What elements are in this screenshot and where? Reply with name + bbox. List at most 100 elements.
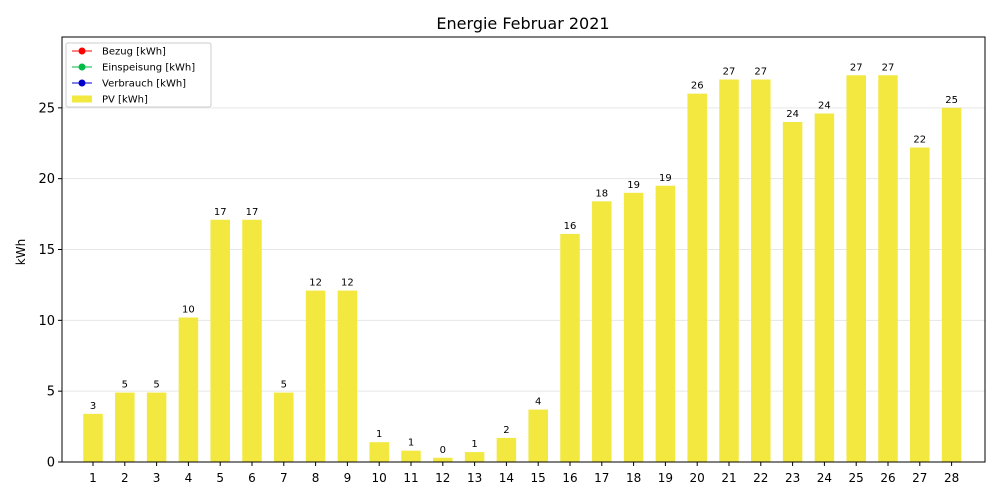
- bar-data-label: 5: [153, 380, 159, 391]
- x-tick-label: 11: [403, 471, 418, 485]
- x-tick-label: 2: [121, 471, 129, 485]
- x-axis-ticks: 1 2 3 4 5 6 7 8 9 10 11 12 13 14 15 16 17 18 19 20 21 22 23 24 2…: [89, 462, 959, 485]
- bar: [464, 452, 485, 462]
- bar: [146, 392, 167, 462]
- bar-data-label: 0: [440, 445, 446, 456]
- bar-data-label: 5: [122, 380, 128, 391]
- bar-data-label: 19: [659, 173, 672, 184]
- bar-data-label: 1: [376, 429, 382, 440]
- bar-data-label: 1: [408, 438, 414, 449]
- x-tick-label: 24: [817, 471, 832, 485]
- bar: [592, 201, 612, 463]
- bar-data-label: 3: [90, 401, 96, 412]
- y-axis-label: kWh: [14, 239, 28, 265]
- x-tick-label: 14: [499, 471, 514, 485]
- x-tick-label: 3: [153, 471, 161, 485]
- x-tick-label: 1: [89, 471, 97, 485]
- bar: [941, 107, 962, 462]
- bar-data-label: 4: [535, 397, 541, 408]
- x-tick-label: 22: [753, 471, 768, 485]
- legend: Bezug [kWh] Einspeisung [kWh] Verbrauch [k…: [65, 42, 212, 108]
- legend-box: [65, 42, 212, 108]
- bar: [242, 219, 262, 462]
- chart-title: Energie Februar 2021: [436, 14, 609, 33]
- bar: [178, 317, 199, 462]
- bar-data-label: 16: [564, 221, 577, 232]
- x-tick-label: 8: [312, 471, 320, 485]
- bar-data-label: 10: [182, 305, 195, 316]
- bar: [814, 113, 835, 462]
- x-tick-label: 9: [344, 471, 352, 485]
- legend-entry-label: Verbrauch [kWh]: [102, 79, 186, 90]
- bar-data-label: 26: [691, 81, 704, 92]
- bar-data-label: 22: [913, 135, 926, 146]
- bar: [687, 93, 707, 463]
- legend-entry-label: PV [kWh]: [102, 95, 148, 106]
- legend-marker: [78, 79, 86, 87]
- bar: [910, 147, 930, 462]
- legend-entry-label: Bezug [kWh]: [102, 47, 166, 58]
- bar-data-label: 17: [214, 207, 227, 218]
- bar: [560, 233, 580, 462]
- bar-data-label: 12: [309, 278, 322, 289]
- x-tick-label: 5: [216, 471, 224, 485]
- x-tick-label: 19: [658, 471, 673, 485]
- bar-data-label: 25: [945, 95, 958, 106]
- x-tick-label: 7: [280, 471, 288, 485]
- bar: [433, 457, 453, 462]
- y-tick-label: 5: [47, 385, 55, 400]
- x-tick-label: 12: [435, 471, 450, 485]
- bar-data-label: 19: [627, 180, 640, 191]
- x-tick-label: 26: [880, 471, 895, 485]
- y-axis-ticks: 0 5 10 15 20 25: [38, 101, 62, 471]
- legend-marker: [78, 63, 86, 71]
- y-tick-label: 0: [47, 456, 55, 471]
- legend-swatch: [72, 95, 92, 103]
- bar-data-label: 17: [246, 207, 259, 218]
- bar-data-label: 24: [818, 101, 831, 112]
- bar: [782, 122, 803, 462]
- x-tick-label: 4: [185, 471, 193, 485]
- bar: [369, 442, 389, 462]
- bar-data-label: 27: [754, 67, 767, 78]
- x-tick-label: 18: [626, 471, 641, 485]
- y-tick-label: 15: [38, 243, 55, 258]
- legend-entry-label: Einspeisung [kWh]: [102, 63, 195, 74]
- bar: [719, 79, 739, 462]
- x-tick-label: 15: [531, 471, 546, 485]
- x-tick-label: 20: [690, 471, 705, 485]
- bar-data-label: 18: [595, 188, 608, 199]
- bar: [878, 75, 898, 462]
- x-tick-label: 17: [594, 471, 609, 485]
- bar: [210, 219, 230, 462]
- legend-marker: [78, 47, 86, 55]
- x-tick-label: 21: [721, 471, 736, 485]
- x-tick-label: 16: [562, 471, 577, 485]
- bar: [305, 290, 326, 462]
- y-tick-label: 10: [38, 314, 55, 329]
- bar: [751, 79, 771, 462]
- y-tick-label: 20: [38, 172, 55, 187]
- x-tick-label: 27: [912, 471, 927, 485]
- bar-data-label: 2: [503, 425, 509, 436]
- bar-data-label: 27: [850, 62, 863, 73]
- bar: [83, 413, 103, 462]
- x-tick-label: 13: [467, 471, 482, 485]
- bar: [623, 192, 644, 463]
- y-tick-label: 25: [38, 101, 55, 116]
- bar-data-label: 27: [723, 67, 736, 78]
- bar: [401, 450, 421, 462]
- bar: [337, 290, 358, 462]
- bar-data-label: 12: [341, 278, 354, 289]
- bar: [274, 392, 294, 462]
- bar: [528, 409, 548, 462]
- bar-data-label: 24: [786, 109, 799, 120]
- bar: [846, 75, 866, 462]
- x-tick-label: 10: [372, 471, 387, 485]
- bar: [496, 437, 517, 462]
- x-tick-label: 6: [248, 471, 256, 485]
- bar-data-label: 27: [882, 62, 895, 73]
- bar-data-label: 5: [281, 380, 287, 391]
